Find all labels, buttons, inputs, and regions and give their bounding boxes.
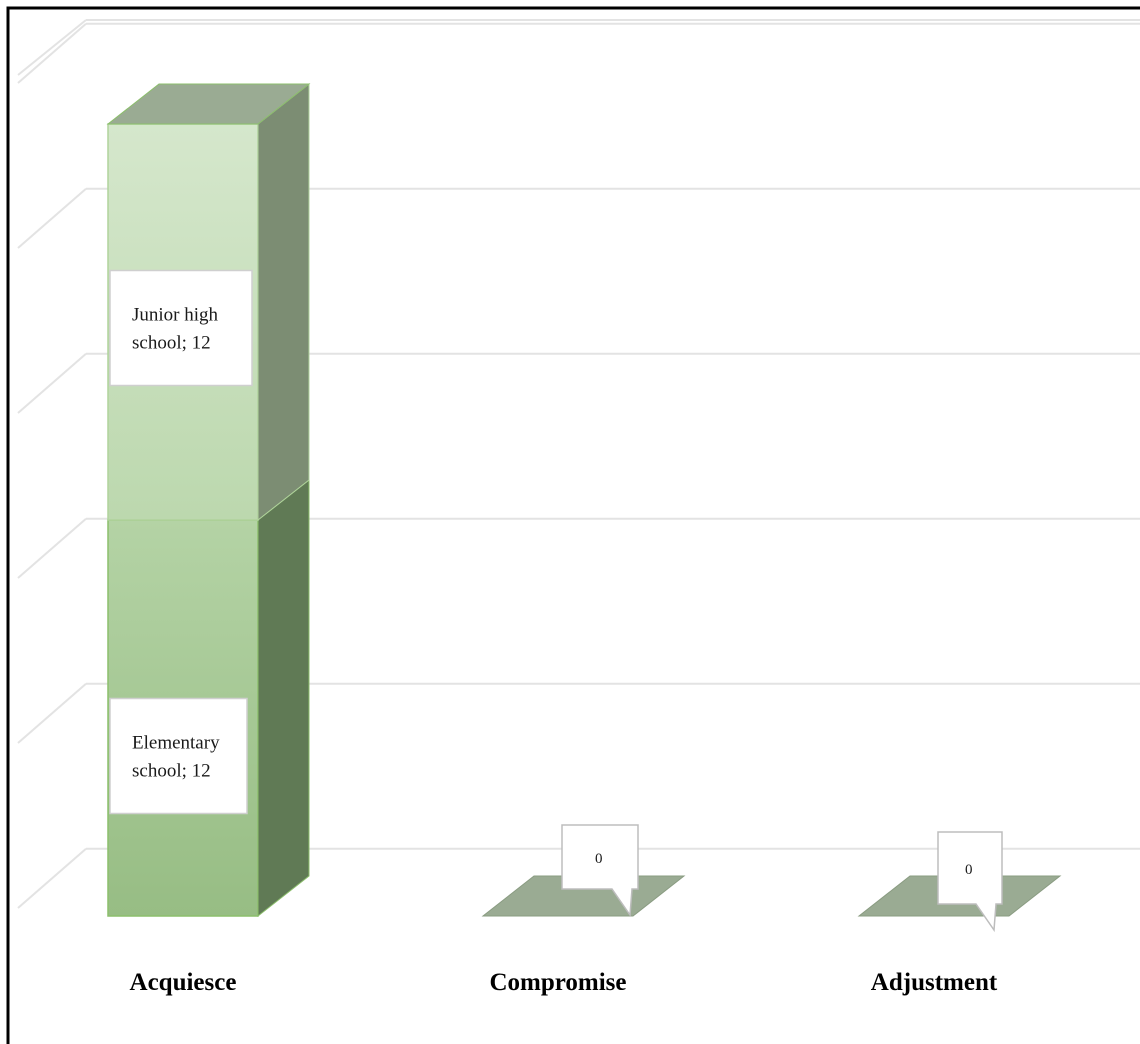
bar-top [106,83,311,125]
data-labels: Elementary school; 12 Junior high school; 1… [109,269,1003,933]
data-label-text: 0 [965,862,973,878]
data-label: Junior high school; 12 [109,269,253,387]
chart-border [6,6,1140,1044]
data-label-text: 0 [595,851,603,867]
gridline [17,19,87,76]
gridline [17,22,1140,84]
data-label: 0 [937,831,1003,933]
category-label: Compromise [489,969,626,996]
data-label-text: school; 12 [132,761,211,782]
data-label-text: Elementary [132,733,220,754]
category-label: Acquiesce [130,969,237,996]
data-label: Elementary school; 12 [109,697,248,815]
category-label: Adjustment [871,969,998,996]
category-labels: Acquiesce Compromise Adjustment [130,969,998,996]
data-label-text: school; 12 [132,333,211,354]
data-label-text: Junior high [132,305,219,326]
data-label: 0 [561,824,639,918]
